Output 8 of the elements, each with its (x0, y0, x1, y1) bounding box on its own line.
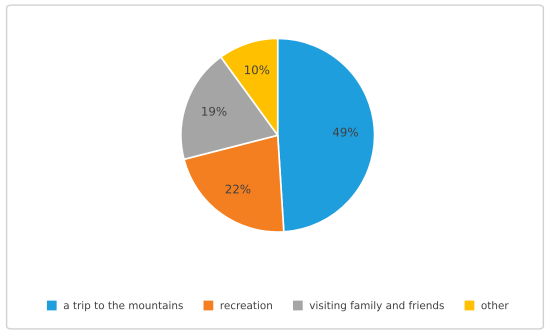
legend-label: visiting family and friends (310, 301, 444, 312)
data-label: 22% (226, 184, 250, 194)
data-label: 10% (244, 65, 270, 74)
legend-label: other (481, 301, 509, 310)
data-label: 19% (202, 106, 226, 116)
legend-label: a trip to the mountains (64, 301, 183, 312)
data-label: 49% (332, 128, 358, 137)
legend-label: recreation (220, 301, 272, 310)
